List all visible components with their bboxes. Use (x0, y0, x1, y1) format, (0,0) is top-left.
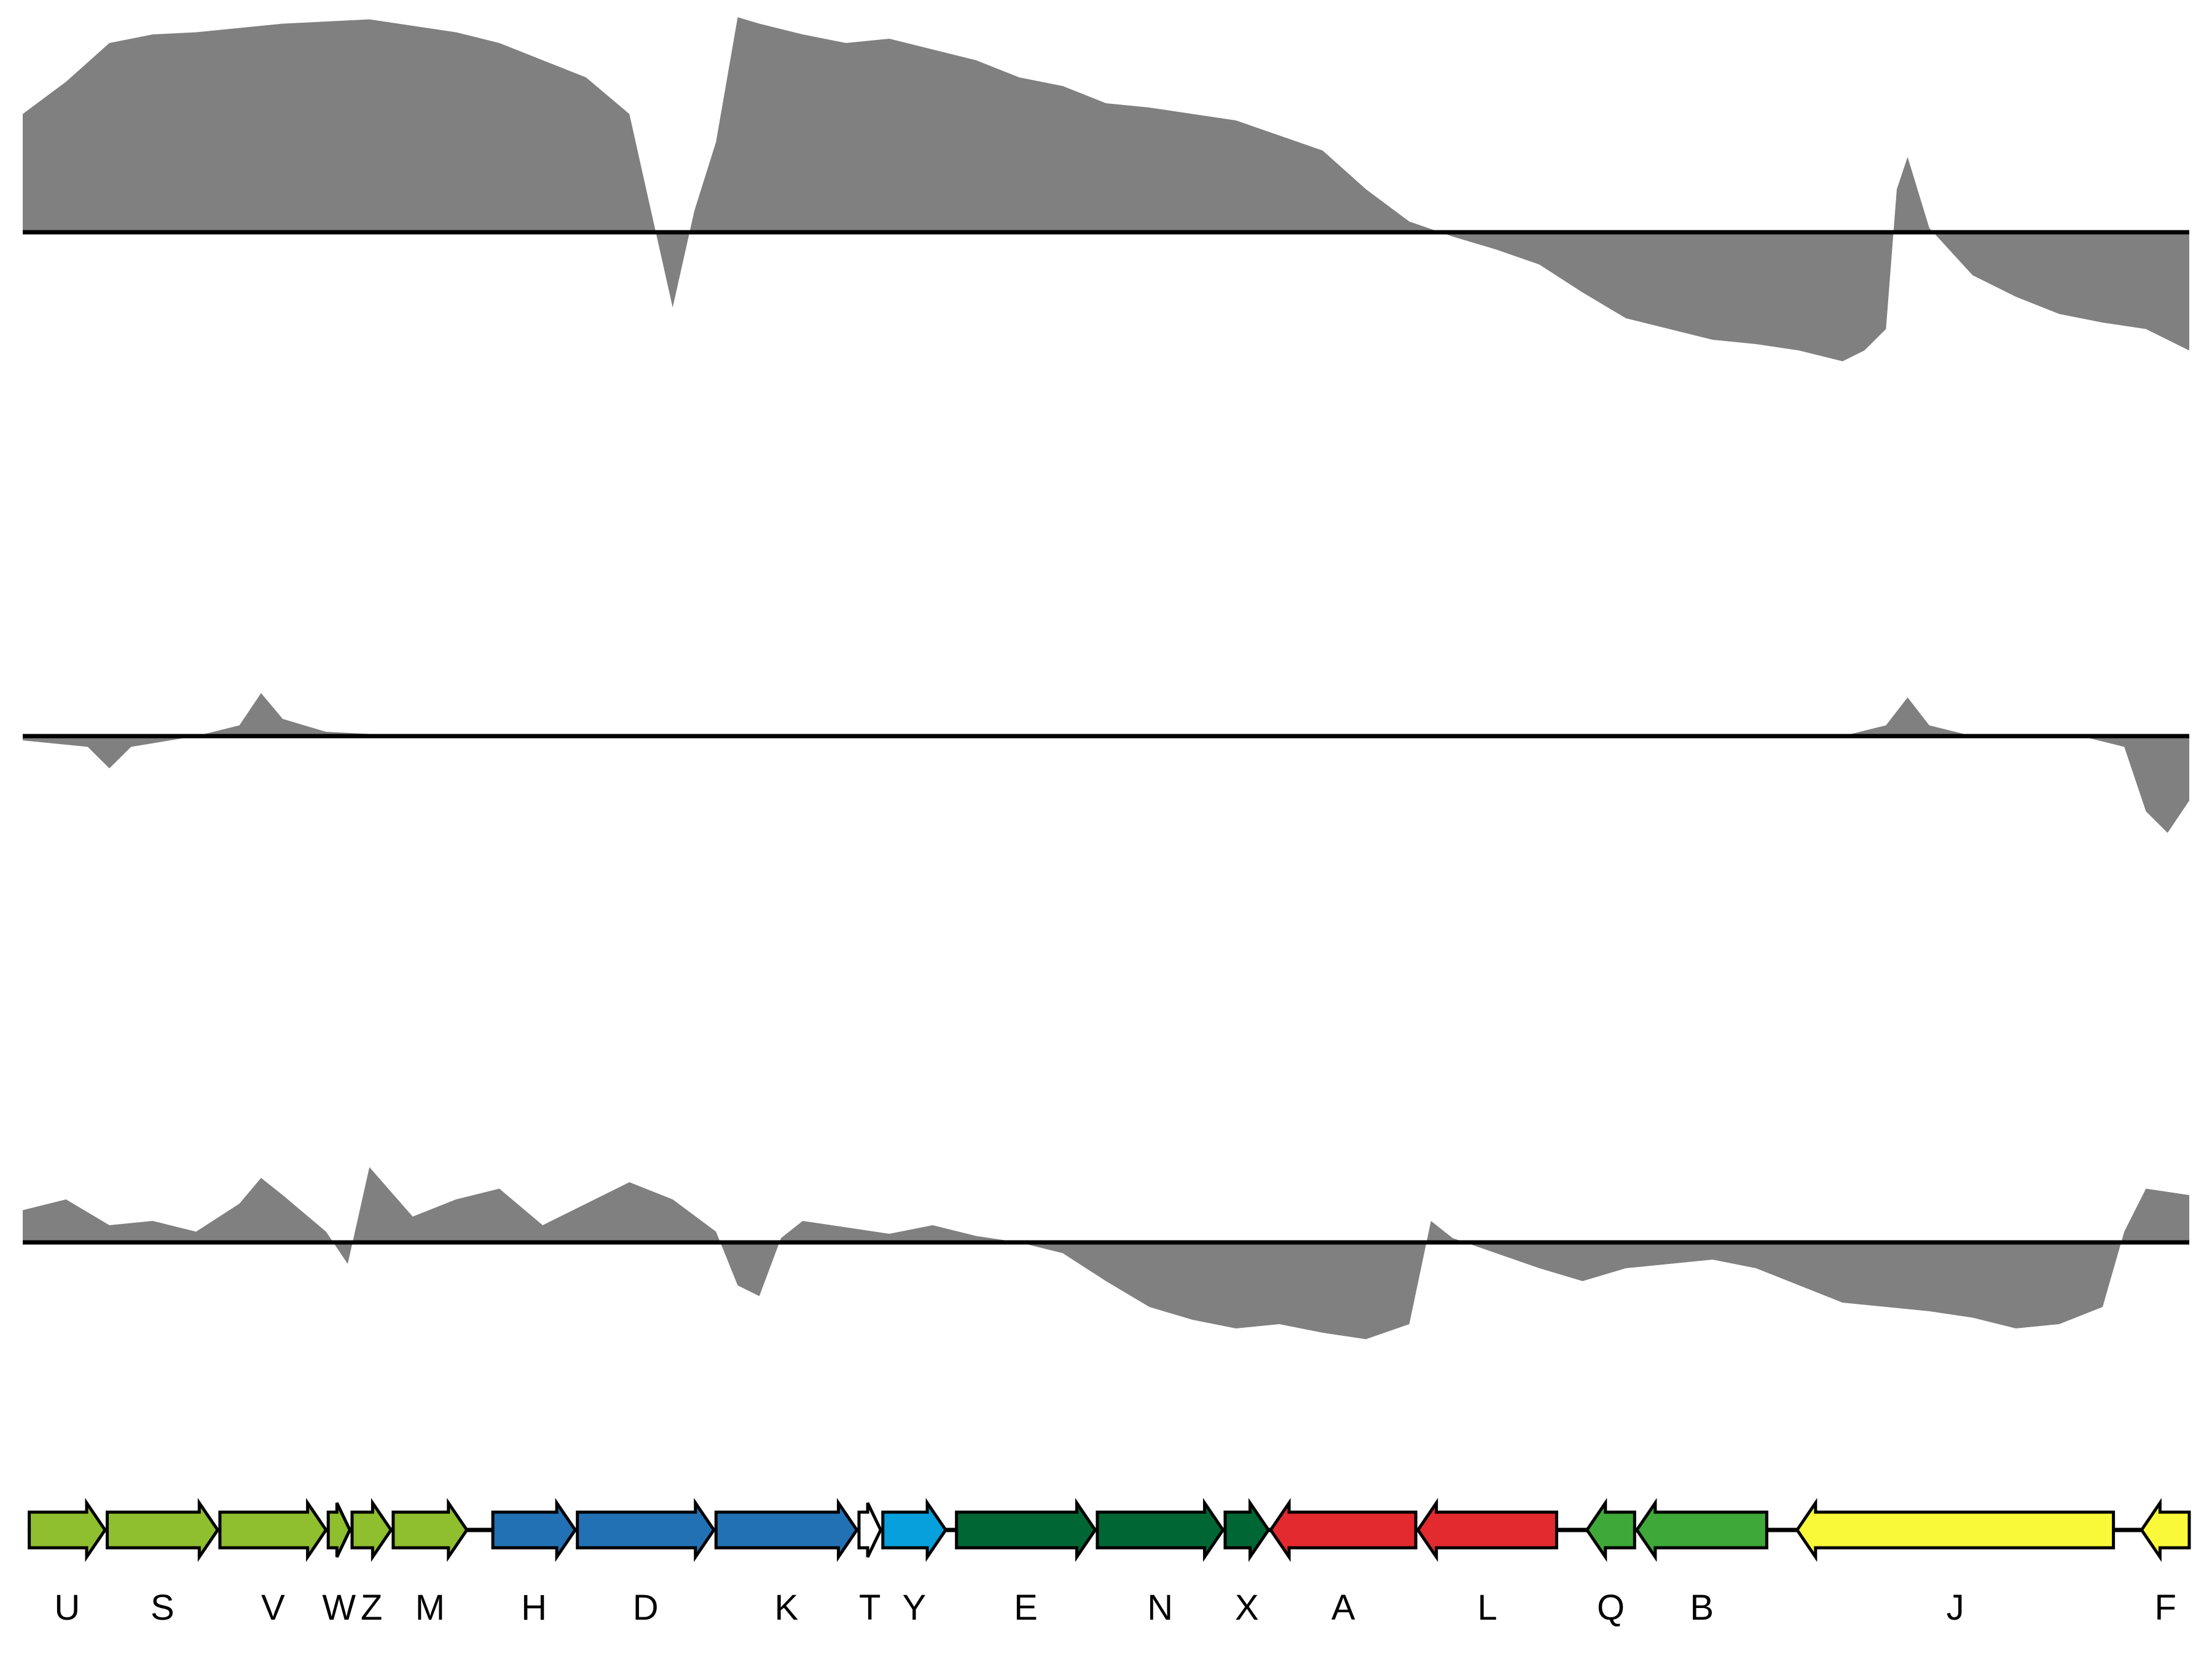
gene-arrow-y (881, 1497, 948, 1563)
gene-label-e: E (1014, 1588, 1038, 1628)
gene-label-q: Q (1597, 1588, 1625, 1628)
coverage-area-2 (23, 693, 2189, 833)
gene-label-l: L (1477, 1588, 1497, 1628)
gene-label-n: N (1147, 1588, 1173, 1628)
gene-arrow-b (1634, 1497, 1768, 1563)
gene-label-z: Z (361, 1588, 382, 1628)
gene-label-y: Y (903, 1588, 927, 1628)
gene-label-f: F (2154, 1588, 2176, 1628)
gene-label-s: S (151, 1588, 175, 1628)
coverage-tracks (23, 17, 2189, 1339)
gene-label-w: W (322, 1588, 356, 1628)
gene-arrow-e (955, 1497, 1097, 1563)
gene-arrow-f (2139, 1497, 2191, 1563)
gene-label-h: H (521, 1588, 547, 1628)
gene-label-a: A (1332, 1588, 1355, 1628)
gene-arrow-j (1795, 1497, 2116, 1563)
gene-arrow-s (106, 1497, 220, 1563)
gene-arrow-a (1268, 1497, 1418, 1563)
gene-label-x: X (1235, 1588, 1259, 1628)
gene-arrow-l (1416, 1497, 1558, 1563)
gene-arrow-z (350, 1497, 393, 1563)
coverage-area-3 (23, 1167, 2189, 1339)
gene-label-v: V (261, 1588, 285, 1628)
gene-arrow-k (714, 1497, 859, 1563)
gene-arrow-h (491, 1497, 578, 1563)
gene-label-d: D (633, 1588, 659, 1628)
coverage-area-1 (23, 17, 2189, 361)
gene-label-u: U (54, 1588, 80, 1628)
gene-arrow-q (1585, 1497, 1636, 1563)
gene-label-j: J (1947, 1588, 1964, 1628)
gene-label-b: B (1690, 1588, 1714, 1628)
gene-arrow-u (28, 1497, 108, 1563)
gene-arrow-m (391, 1497, 469, 1563)
gene-arrow-d (576, 1497, 716, 1563)
gene-arrow-x (1223, 1497, 1271, 1563)
gene-label-t: T (859, 1588, 880, 1628)
gene-arrow-n (1096, 1497, 1225, 1563)
gene-arrow-v (218, 1497, 328, 1563)
gene-arrow-w (326, 1502, 352, 1558)
gene-label-m: M (415, 1588, 445, 1628)
gene-arrow-t (857, 1502, 883, 1558)
gene-label-k: K (775, 1588, 799, 1628)
